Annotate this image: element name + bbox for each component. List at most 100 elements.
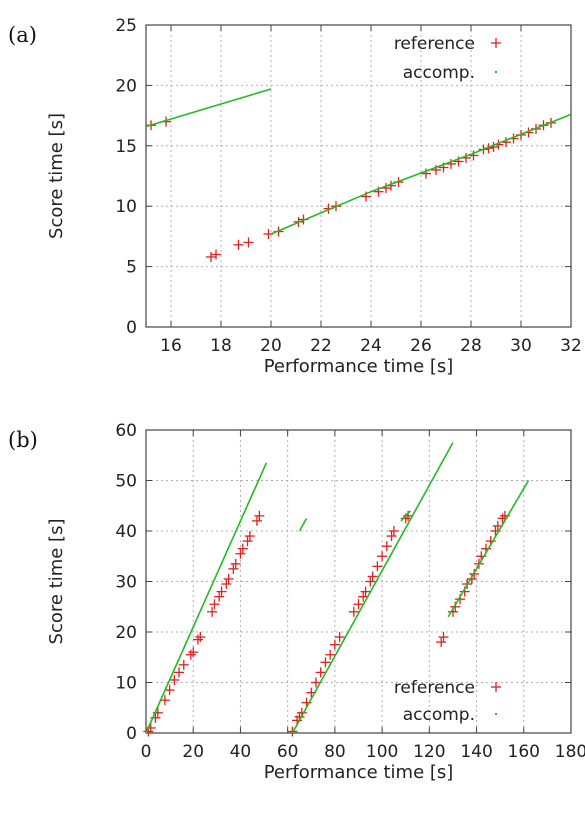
reference-point bbox=[334, 632, 345, 643]
reference-point bbox=[421, 168, 431, 179]
reference-point bbox=[360, 586, 371, 597]
y-tick-label: 0 bbox=[126, 724, 137, 744]
x-tick-label: 32 bbox=[560, 336, 582, 356]
y-axis-label: Score time [s] bbox=[46, 519, 67, 645]
reference-point bbox=[348, 606, 359, 617]
x-tick-label: 0 bbox=[141, 742, 152, 762]
reference-point bbox=[254, 510, 265, 521]
x-tick-label: 40 bbox=[230, 742, 252, 762]
reference-point bbox=[320, 657, 331, 668]
y-tick-label: 25 bbox=[115, 16, 137, 36]
x-tick-label: 16 bbox=[160, 336, 182, 356]
y-tick-label: 60 bbox=[115, 421, 137, 441]
y-tick-label: 30 bbox=[115, 573, 137, 593]
reference-point bbox=[386, 531, 397, 542]
y-tick-label: 15 bbox=[115, 137, 137, 157]
x-tick-label: 22 bbox=[310, 336, 332, 356]
legend-label-accomp: accomp. bbox=[403, 63, 475, 83]
x-tick-label: 18 bbox=[210, 336, 232, 356]
reference-point bbox=[436, 637, 447, 648]
x-tick-label: 160 bbox=[508, 742, 540, 762]
reference-point bbox=[365, 576, 376, 587]
legend-label-reference: reference bbox=[394, 678, 475, 698]
y-tick-label: 50 bbox=[115, 472, 137, 492]
x-tick-label: 20 bbox=[182, 742, 204, 762]
panel-label: (b) bbox=[8, 428, 38, 452]
reference-point bbox=[211, 249, 221, 260]
y-axis-label: Score time [s] bbox=[46, 113, 67, 239]
x-tick-label: 120 bbox=[413, 742, 445, 762]
panel-label: (a) bbox=[8, 23, 37, 47]
plot-frame bbox=[145, 24, 572, 328]
x-tick-label: 30 bbox=[510, 336, 532, 356]
x-tick-label: 26 bbox=[410, 336, 432, 356]
reference-point bbox=[159, 695, 170, 706]
reference-point bbox=[311, 677, 321, 688]
reference-point bbox=[221, 579, 232, 590]
reference-point bbox=[192, 634, 203, 645]
reference-point bbox=[381, 541, 392, 552]
legend: reference accomp. bbox=[394, 34, 501, 83]
chart-panel-a: 16 18 20 22 24 26 28 30 32 0 5 10 15 20 25 Performance … bbox=[8, 16, 582, 377]
reference-point bbox=[372, 561, 383, 572]
reference-point bbox=[228, 563, 239, 574]
reference-point bbox=[325, 649, 336, 660]
x-tick-label: 80 bbox=[324, 742, 346, 762]
reference-point bbox=[244, 531, 255, 542]
x-tick-label: 140 bbox=[460, 742, 492, 762]
series-accomp-line bbox=[145, 462, 268, 734]
reference-point bbox=[367, 571, 378, 582]
reference-point bbox=[230, 558, 241, 569]
x-tick-label: 28 bbox=[460, 336, 482, 356]
x-tick-label: 100 bbox=[366, 742, 398, 762]
reference-point bbox=[377, 551, 388, 562]
reference-point bbox=[243, 237, 254, 248]
reference-point bbox=[209, 599, 220, 610]
reference-point bbox=[178, 659, 189, 670]
legend-marker-accomp bbox=[495, 71, 497, 73]
reference-point bbox=[242, 536, 253, 547]
reference-point bbox=[216, 586, 227, 597]
x-tick-label: 20 bbox=[260, 336, 282, 356]
reference-point bbox=[164, 685, 175, 696]
series-accomp-line bbox=[400, 510, 411, 522]
reference-point bbox=[185, 649, 196, 660]
reference-point bbox=[223, 573, 234, 584]
legend: reference accomp. bbox=[394, 678, 501, 725]
reference-point bbox=[353, 599, 364, 610]
legend-marker-accomp bbox=[495, 713, 497, 715]
y-tick-label: 20 bbox=[115, 76, 137, 96]
reference-point bbox=[233, 239, 244, 250]
series-accomp-line bbox=[298, 518, 308, 532]
reference-point bbox=[214, 591, 225, 602]
y-tick-label: 10 bbox=[115, 197, 137, 217]
series-accomp-line bbox=[447, 480, 530, 618]
y-tick-label: 5 bbox=[126, 258, 137, 278]
x-tick-label: 60 bbox=[277, 742, 299, 762]
y-tick-label: 40 bbox=[115, 522, 137, 542]
x-axis-label: Performance time [s] bbox=[264, 356, 454, 377]
reference-point bbox=[438, 632, 449, 643]
x-axis-label: Performance time [s] bbox=[264, 762, 454, 783]
reference-point bbox=[358, 591, 369, 602]
reference-point bbox=[315, 667, 326, 678]
reference-point bbox=[188, 647, 199, 658]
reference-point bbox=[329, 639, 340, 650]
reference-point bbox=[237, 543, 248, 554]
y-tick-label: 20 bbox=[115, 623, 137, 643]
chart-panel-b: 0 20 40 60 80 100 120 140 160 1800102030405060Per… bbox=[8, 421, 585, 783]
reference-point bbox=[195, 632, 206, 643]
series-accomp-line bbox=[291, 442, 454, 734]
reference-point bbox=[169, 674, 180, 685]
legend-label-accomp: accomp. bbox=[403, 705, 475, 725]
x-tick-label: 24 bbox=[360, 336, 382, 356]
legend-label-reference: reference bbox=[394, 34, 475, 54]
y-tick-label: 0 bbox=[126, 318, 137, 338]
reference-point bbox=[174, 667, 185, 678]
series-accomp-line bbox=[270, 113, 572, 235]
reference-point bbox=[235, 548, 246, 559]
reference-point bbox=[388, 526, 399, 536]
x-tick-label: 180 bbox=[555, 742, 585, 762]
series-accomp-line bbox=[145, 88, 272, 128]
reference-point bbox=[206, 251, 216, 262]
